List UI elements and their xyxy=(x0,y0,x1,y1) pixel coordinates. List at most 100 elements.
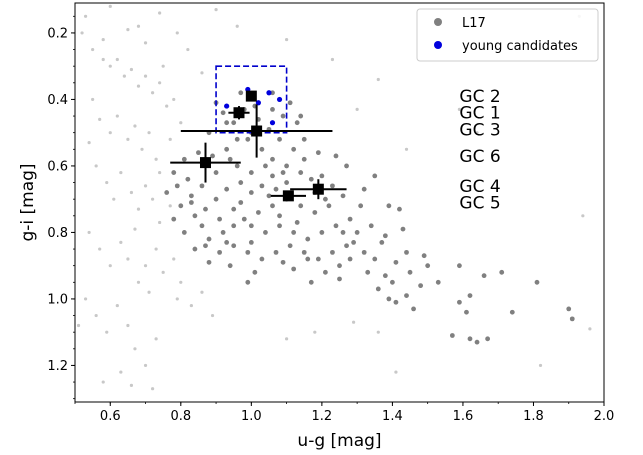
l17-point xyxy=(358,203,364,209)
l17-point xyxy=(315,150,321,156)
l17-point xyxy=(224,146,230,152)
background-point xyxy=(83,297,88,301)
l17-point xyxy=(220,230,226,235)
background-point xyxy=(158,220,162,225)
l17-point xyxy=(203,243,208,249)
l17-point xyxy=(333,223,339,229)
background-point xyxy=(147,131,151,135)
background-point xyxy=(91,47,95,52)
background-point xyxy=(150,197,155,201)
background-point xyxy=(147,290,151,294)
y-tick-label: 1.2 xyxy=(47,359,68,374)
l17-point xyxy=(280,259,286,265)
l17-point xyxy=(234,136,240,142)
l17-point xyxy=(171,216,177,222)
background-point xyxy=(143,41,148,45)
l17-point xyxy=(270,90,275,96)
background-point xyxy=(186,47,190,52)
background-point xyxy=(136,24,141,28)
l17-point xyxy=(213,170,219,175)
l17-point xyxy=(382,273,388,279)
background-point xyxy=(457,107,462,111)
l17-point xyxy=(203,206,208,212)
background-point xyxy=(285,337,289,341)
x-axis-label: u-g [mag] xyxy=(297,431,381,451)
x-tick-label: 0.8 xyxy=(170,409,191,424)
x-tick-label: 1.2 xyxy=(312,409,333,424)
l17-point xyxy=(301,136,307,142)
l17-point xyxy=(308,176,314,182)
background-point xyxy=(83,14,88,18)
l17-point xyxy=(270,156,275,162)
l17-point xyxy=(397,206,402,212)
l17-point xyxy=(425,263,431,269)
l17-point xyxy=(379,240,385,245)
background-point xyxy=(158,81,162,85)
l17-point xyxy=(174,183,180,189)
background-point xyxy=(98,247,102,251)
l17-point xyxy=(407,269,413,275)
background-point xyxy=(115,57,119,62)
background-point xyxy=(313,330,317,334)
l17-point xyxy=(418,283,424,289)
l17-point xyxy=(382,233,388,239)
x-tick-label: 0.6 xyxy=(100,409,121,424)
background-point xyxy=(108,131,112,135)
l17-point xyxy=(386,296,392,302)
l17-point xyxy=(238,90,244,96)
x-tick-label: 1.6 xyxy=(453,409,474,424)
gc-4-label: GC 4 xyxy=(459,177,500,197)
background-point xyxy=(76,323,81,328)
background-point xyxy=(136,207,141,211)
background-point xyxy=(161,64,165,68)
background-point xyxy=(376,330,380,334)
l17-point xyxy=(248,170,254,175)
l17-point xyxy=(386,203,392,209)
l17-point xyxy=(322,269,328,275)
gc-5-marker xyxy=(282,190,294,202)
gc-1-marker xyxy=(233,107,245,119)
background-point xyxy=(235,24,239,28)
background-point xyxy=(143,74,148,78)
l17-point xyxy=(231,120,237,126)
x-tick-label: 1.0 xyxy=(241,409,262,424)
l17-point xyxy=(340,193,346,199)
background-point xyxy=(355,107,359,111)
l17-point xyxy=(263,230,268,235)
legend-marker-young xyxy=(434,41,442,49)
y-tick-label: 0.4 xyxy=(47,93,68,108)
background-point xyxy=(129,190,134,195)
young-candidate-point xyxy=(255,100,261,106)
l17-point xyxy=(298,113,304,119)
l17-point xyxy=(291,266,297,272)
l17-point xyxy=(270,107,275,112)
points-layer xyxy=(76,4,592,391)
y-tick-label: 0.8 xyxy=(47,226,68,241)
background-point xyxy=(475,131,479,135)
l17-point xyxy=(259,146,265,152)
l17-point xyxy=(248,240,254,245)
l17-point xyxy=(411,306,416,312)
background-point xyxy=(330,57,335,62)
l17-point xyxy=(210,153,215,159)
l17-point xyxy=(287,100,293,106)
l17-point xyxy=(224,120,230,126)
gc-5-label: GC 5 xyxy=(459,194,500,214)
l17-point xyxy=(259,256,265,262)
background-point xyxy=(200,290,204,294)
background-point xyxy=(172,97,176,102)
l17-point xyxy=(206,259,212,265)
gc-layer xyxy=(170,90,347,202)
l17-point xyxy=(284,180,289,185)
l17-point xyxy=(199,183,205,189)
background-point xyxy=(143,184,148,188)
background-point xyxy=(108,64,112,68)
l17-point xyxy=(347,256,353,262)
background-point xyxy=(154,337,158,341)
gc-2-label: GC 2 xyxy=(459,87,500,107)
l17-point xyxy=(273,186,279,192)
l17-point xyxy=(319,230,325,235)
background-point xyxy=(136,84,141,88)
l17-point xyxy=(326,203,332,209)
x-tick-label: 2.0 xyxy=(594,409,615,424)
